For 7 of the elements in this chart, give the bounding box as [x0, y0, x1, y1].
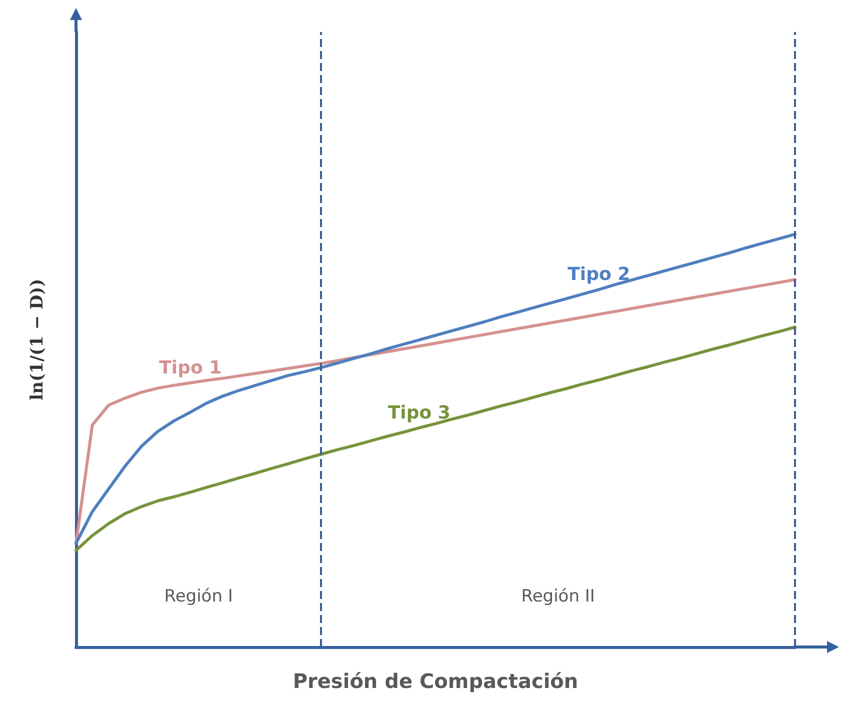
- x-axis-title: Presión de Compactación: [292, 669, 578, 693]
- y-axis-title: ln(1/(1 − D)): [28, 278, 48, 400]
- series-label: Tipo 3: [388, 402, 450, 424]
- annotation: Región II: [521, 586, 595, 607]
- series-label: Tipo 2: [568, 264, 630, 286]
- series-label: Tipo 1: [159, 357, 222, 378]
- annotation: Región I: [164, 586, 233, 607]
